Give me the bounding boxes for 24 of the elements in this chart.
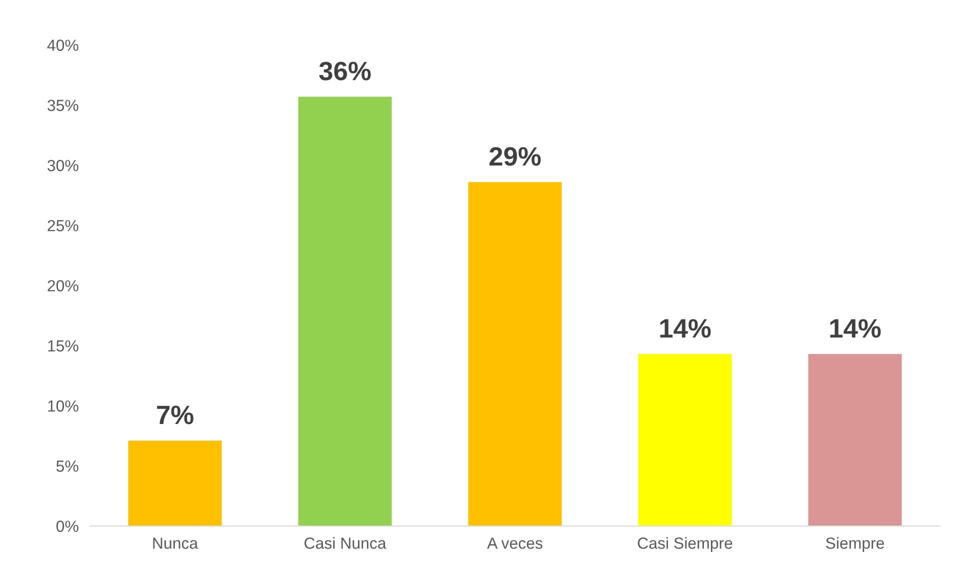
data-label: 29% xyxy=(490,147,541,166)
bar xyxy=(128,440,222,526)
bar xyxy=(638,354,732,526)
x-tick-label: Casi Siempre xyxy=(638,537,732,552)
data-label: 14% xyxy=(660,319,711,338)
data-label: 36% xyxy=(319,62,371,80)
x-tick-label: Siempre xyxy=(826,537,884,552)
y-tick-label: 35% xyxy=(48,100,78,112)
data-label: 14% xyxy=(830,319,881,338)
x-tick-label: A veces xyxy=(487,538,542,549)
x-tick-label: Nunca xyxy=(153,538,198,549)
y-tick-label: 25% xyxy=(48,220,78,232)
y-tick-label: 40% xyxy=(47,40,78,51)
y-tick-label: 30% xyxy=(48,160,78,172)
y-tick-label: 5% xyxy=(56,460,78,472)
y-tick-label: 0% xyxy=(56,520,78,532)
y-tick-label: 20% xyxy=(48,280,78,292)
x-tick-label: Casi Nunca xyxy=(304,537,386,549)
bar xyxy=(468,182,562,526)
data-label: 7% xyxy=(157,406,194,424)
y-tick-label: 10% xyxy=(48,400,78,412)
bar xyxy=(808,354,902,526)
bar xyxy=(298,96,392,526)
y-tick-label: 15% xyxy=(48,340,78,352)
